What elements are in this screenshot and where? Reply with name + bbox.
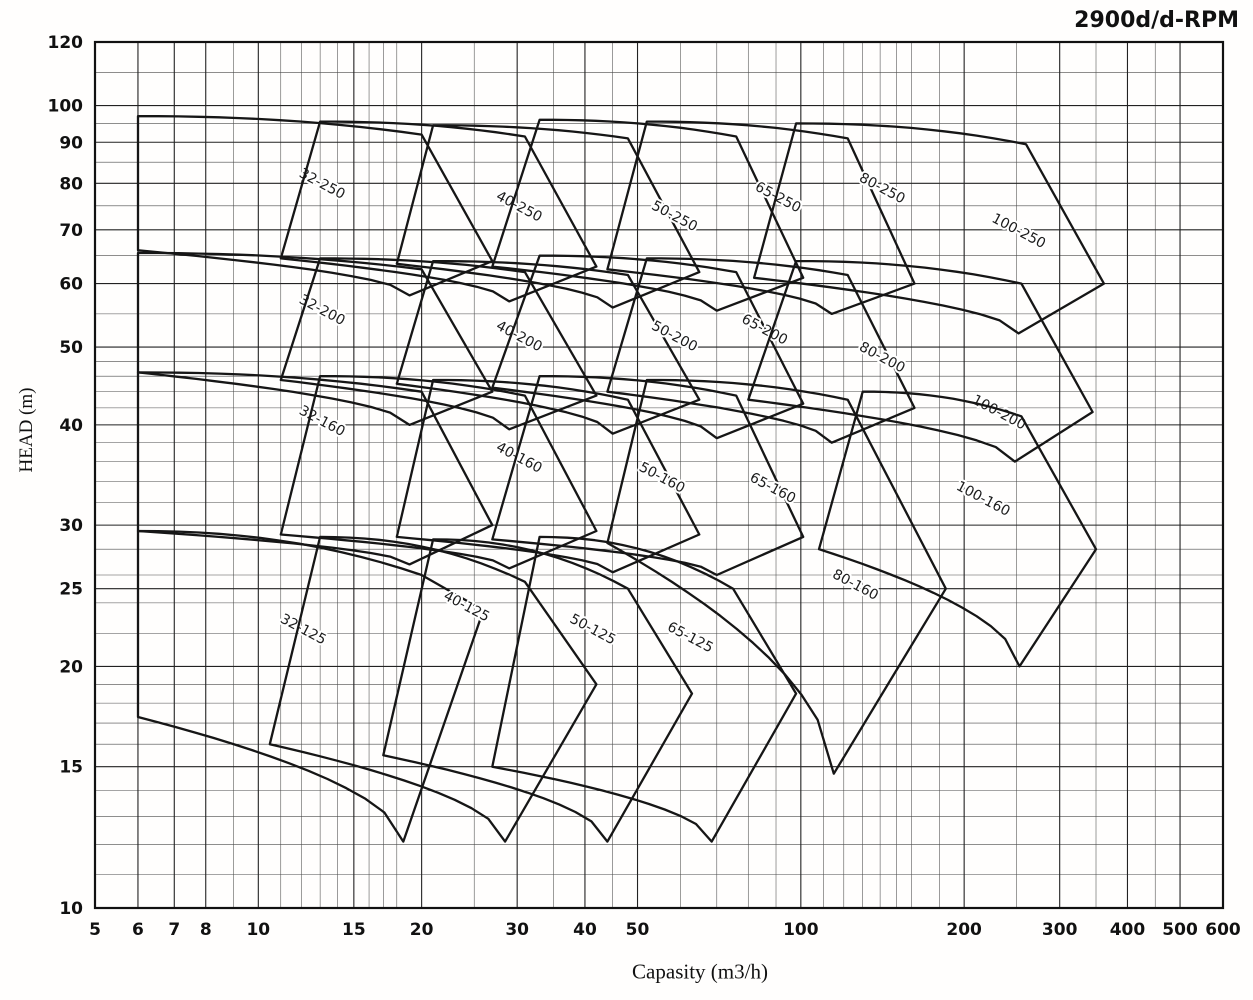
x-tick-label: 600: [1205, 920, 1241, 940]
x-tick-label: 5: [89, 920, 101, 940]
envelope-32-160: [136, 371, 494, 566]
x-tick-label: 10: [246, 920, 270, 940]
y-tick-label: 15: [59, 758, 83, 778]
y-tick-label: 60: [59, 275, 83, 295]
envelope-65-200: [491, 254, 805, 440]
envelope-40-125: [268, 535, 598, 843]
y-tick-label: 70: [59, 221, 83, 241]
envelope-label-50-125: 50-125: [567, 611, 618, 648]
y-tick-label: 50: [59, 338, 83, 358]
y-tick-label: 90: [59, 133, 83, 153]
envelope-label-100-200: 100-200: [969, 392, 1028, 434]
envelope-32-125: [136, 529, 485, 843]
envelope-65-160: [491, 375, 805, 577]
envelope-label-80-250: 80-250: [856, 170, 907, 207]
chart-title: 2900d/d-RPM: [1074, 8, 1239, 33]
x-tick-label: 500: [1162, 920, 1198, 940]
plot-border: [93, 40, 1225, 910]
envelope-40-250: [279, 120, 598, 303]
x-tick-label: 200: [946, 920, 982, 940]
x-tick-label: 6: [132, 920, 144, 940]
envelope-label-40-200: 40-200: [493, 318, 544, 355]
y-tick-label: 30: [59, 516, 83, 536]
x-tick-label: 8: [200, 920, 212, 940]
envelope-40-160: [279, 375, 598, 570]
x-tick-label: 50: [626, 920, 650, 940]
envelope-100-160: [817, 390, 1098, 668]
envelope-label-65-125: 65-125: [664, 619, 715, 656]
x-tick-label: 15: [342, 920, 366, 940]
envelope-label-80-160: 80-160: [830, 566, 881, 603]
envelope-40-200: [279, 257, 598, 431]
envelope-65-125: [491, 535, 798, 843]
y-tick-label: 10: [59, 899, 83, 919]
x-tick-label: 40: [573, 920, 597, 940]
envelope-50-125: [382, 538, 694, 843]
envelope-80-250: [606, 120, 916, 316]
envelope-80-200: [606, 257, 916, 444]
envelope-label-65-200: 65-200: [739, 311, 790, 348]
x-axis-title: Capasity (m3/h): [632, 959, 768, 984]
envelope-100-200: [747, 259, 1094, 463]
envelope-65-250: [491, 118, 805, 312]
envelope-label-32-125: 32-125: [278, 611, 329, 648]
envelope-label-32-160: 32-160: [296, 403, 347, 440]
y-tick-label: 80: [59, 174, 83, 194]
y-tick-label: 40: [59, 416, 83, 436]
x-tick-label: 20: [410, 920, 434, 940]
envelope-32-200: [136, 251, 494, 427]
envelope-80-160: [606, 378, 947, 775]
envelope-label-32-250: 32-250: [296, 165, 347, 202]
envelope-50-200: [395, 259, 701, 435]
envelope-label-40-125: 40-125: [441, 588, 492, 625]
envelope-32-250: [136, 115, 494, 297]
y-tick-label: 25: [59, 580, 83, 600]
envelope-label-50-200: 50-200: [649, 318, 700, 355]
x-tick-label: 300: [1042, 920, 1078, 940]
envelope-label-65-250: 65-250: [752, 179, 803, 216]
x-tick-label: 100: [783, 920, 819, 940]
envelope-100-250: [752, 122, 1106, 335]
y-tick-label: 100: [48, 97, 84, 117]
envelope-label-100-160: 100-160: [953, 478, 1012, 520]
envelope-label-65-160: 65-160: [747, 470, 798, 507]
y-tick-label: 120: [48, 33, 84, 53]
envelope-label-40-250: 40-250: [493, 188, 544, 225]
y-axis-title: HEAD (m): [16, 387, 37, 473]
y-tick-label: 20: [59, 657, 83, 677]
x-tick-label: 400: [1110, 920, 1146, 940]
envelope-label-100-250: 100-250: [989, 211, 1048, 253]
x-tick-label: 7: [168, 920, 180, 940]
x-tick-label: 30: [505, 920, 529, 940]
